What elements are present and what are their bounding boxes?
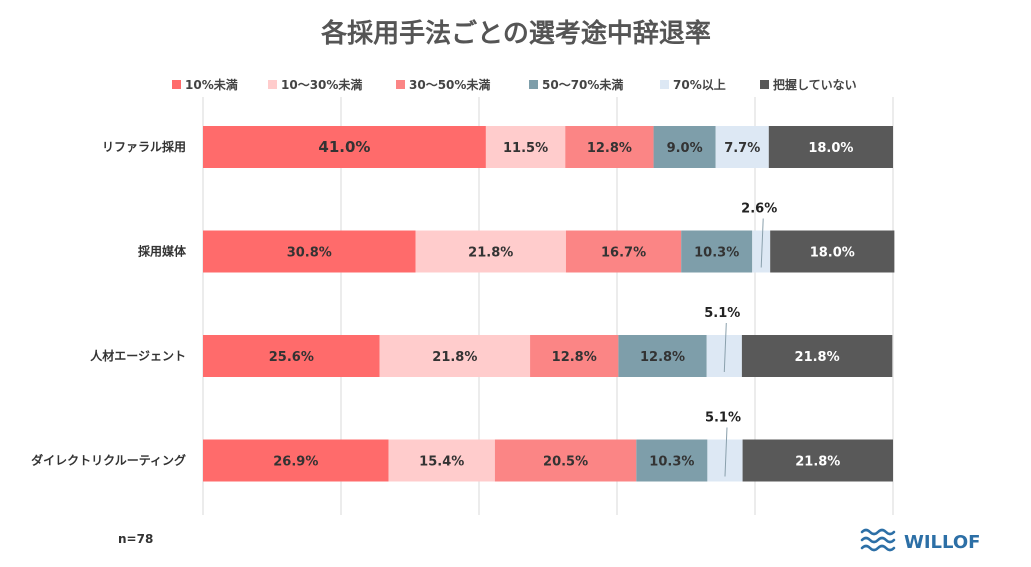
sample-size-note: n=78: [118, 532, 153, 546]
legend-swatch: [760, 80, 769, 89]
category-label: 採用媒体: [138, 244, 187, 259]
bar-segment: [203, 230, 416, 273]
data-label: 21.8%: [795, 350, 840, 365]
legend-swatch: [660, 80, 669, 89]
data-label: 21.8%: [432, 350, 477, 365]
data-label: 10.3%: [694, 246, 739, 261]
data-label: 7.7%: [724, 141, 760, 156]
bar-segment: [653, 126, 716, 168]
bar-segment: [768, 126, 893, 168]
legend-entry: 30～50%未満: [409, 77, 490, 92]
legend-swatch: [268, 80, 277, 89]
data-label: 18.0%: [808, 141, 853, 156]
bar-segment: [636, 439, 708, 482]
data-label: 25.6%: [269, 350, 314, 365]
bar-segment: [752, 230, 771, 273]
legend-swatch: [396, 80, 405, 89]
category-label: 人材エージェント: [90, 348, 186, 363]
legend-swatch: [529, 80, 538, 89]
data-label: 9.0%: [667, 141, 703, 156]
data-label: 12.8%: [587, 141, 632, 156]
data-label: 20.5%: [543, 455, 588, 470]
bar-segment: [742, 439, 893, 482]
legend-swatch: [172, 80, 181, 89]
bar-segment: [741, 335, 893, 377]
bar-segment: [203, 126, 486, 168]
legend-entry: 10%未満: [185, 77, 238, 92]
data-label: 21.8%: [795, 455, 840, 470]
leader-line: [760, 218, 764, 268]
data-label: 16.7%: [601, 246, 646, 261]
data-label: 18.0%: [810, 246, 855, 261]
data-label: 12.8%: [552, 350, 597, 365]
data-label: 26.9%: [273, 455, 318, 470]
bar-segment: [681, 230, 753, 273]
category-label: リファラル採用: [102, 139, 186, 154]
bars: 41.0% 11.5% 12.8% 9.0% 7.7% 18.0% 30.8% 21.8% 16…: [203, 126, 895, 482]
bar-segment: [415, 230, 566, 273]
brand-name: WILLOF: [904, 532, 980, 553]
bar-segment: [379, 335, 531, 377]
data-label: 30.8%: [287, 246, 332, 261]
legend-entry: 70%以上: [673, 77, 726, 92]
data-label: 21.8%: [468, 246, 513, 261]
data-label: 15.4%: [419, 455, 464, 470]
bar-segment: [494, 439, 637, 482]
legend-entry: 10～30%未満: [281, 77, 362, 92]
bar-segment: [565, 126, 654, 168]
bar-segment: [203, 439, 389, 482]
bar-segment: [485, 126, 566, 168]
wave-logo-icon: [860, 528, 896, 552]
legend: 10%未満 10～30%未満 30～50%未満 50～70%未満 70%以上 把握していな…: [172, 77, 857, 92]
leader-line: [723, 322, 727, 373]
data-label: 2.6%: [741, 202, 777, 217]
data-label: 11.5%: [503, 141, 548, 156]
bar-segment: [715, 126, 769, 168]
bar-segment: [618, 335, 707, 377]
bar-segment: [530, 335, 619, 377]
legend-entry: 把握していない: [773, 77, 857, 92]
data-label: 41.0%: [318, 138, 370, 156]
brand-logo: WILLOF: [860, 528, 980, 553]
bar-segment: [565, 230, 682, 273]
bar-segment: [770, 230, 895, 273]
chart-title: 各採用手法ごとの選考途中辞退率: [320, 18, 711, 49]
legend-entry: 50～70%未満: [542, 77, 623, 92]
data-label: 5.1%: [704, 306, 740, 321]
data-label: 5.1%: [705, 411, 741, 426]
leader-line: [724, 427, 728, 477]
data-label: 10.3%: [649, 455, 694, 470]
category-label: ダイレクトリクルーティング: [31, 453, 186, 468]
data-label: 12.8%: [640, 350, 685, 365]
bar-segment: [388, 439, 495, 482]
bar-segment: [203, 335, 380, 377]
